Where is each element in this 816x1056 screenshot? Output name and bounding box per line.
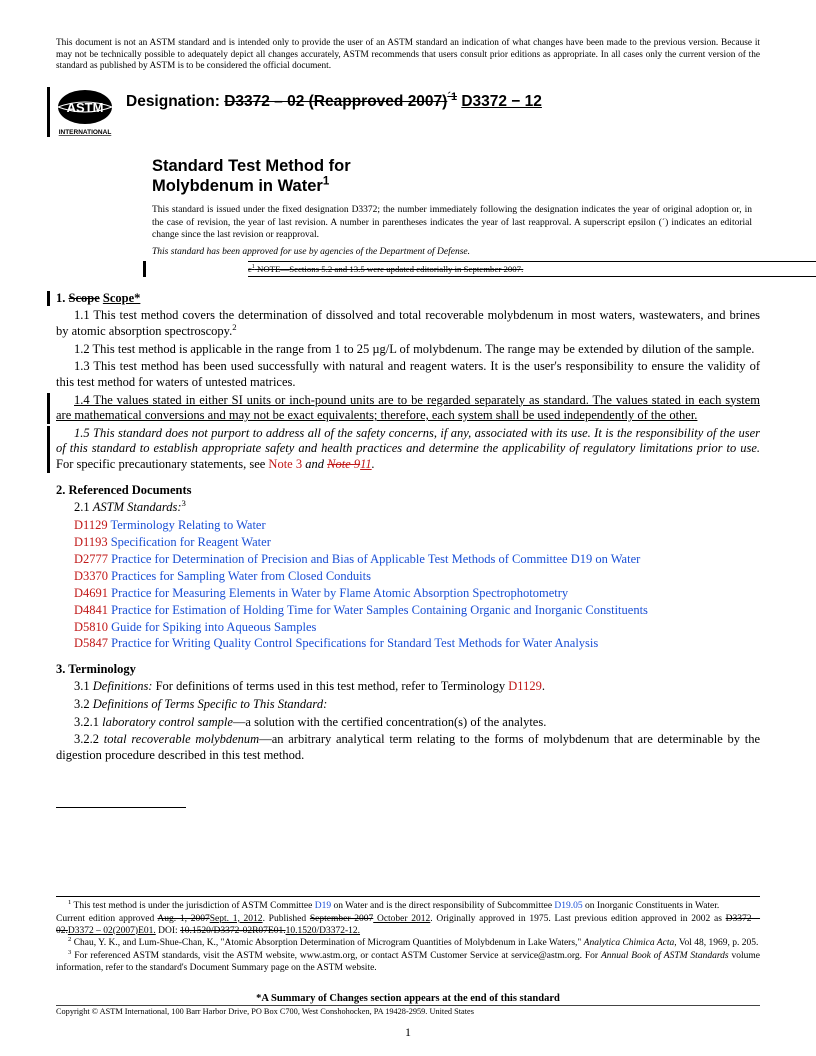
title-block: Standard Test Method for Molybdenum in W… <box>152 157 760 197</box>
ref-item: D5847 Practice for Writing Quality Contr… <box>74 635 760 652</box>
ref-title[interactable]: Practice for Writing Quality Control Spe… <box>108 636 598 650</box>
footnotes: 1 This test method is under the jurisdic… <box>56 896 760 976</box>
para-1-1: 1.1 This test method covers the determin… <box>56 308 760 339</box>
ref-code[interactable]: D4691 <box>74 586 108 600</box>
designation-label: Designation: <box>126 93 220 110</box>
scope-heading: 1. Scope Scope* <box>56 291 760 306</box>
para-1-5-wrap: 1.5 This standard does not purport to ad… <box>47 426 760 473</box>
refdocs-heading: 2. Referenced Documents <box>56 483 760 498</box>
ref-code[interactable]: D5847 <box>74 636 108 650</box>
dod-note: This standard has been approved for use … <box>152 247 760 257</box>
editorial-note-wrap: ε1 NOTE—Sections 5.2 and 13.5 were updat… <box>143 261 760 277</box>
top-disclaimer: This document is not an ASTM standard an… <box>56 38 760 73</box>
ref-item: D4691 Practice for Measuring Elements in… <box>74 585 760 602</box>
ref-code[interactable]: D3370 <box>74 569 108 583</box>
para-1-4-wrap: 1.4 The values stated in either SI units… <box>47 393 760 424</box>
d19-link[interactable]: D19 <box>315 901 331 911</box>
footnote-rule <box>56 807 186 808</box>
para-3-2: 3.2 Definitions of Terms Specific to Thi… <box>56 697 760 713</box>
footnote-2: 2 Chau, Y. K., and Lum-Shue-Chan, K., "A… <box>56 938 760 950</box>
ref-item: D3370 Practices for Sampling Water from … <box>74 568 760 585</box>
ref-title[interactable]: Specification for Reagent Water <box>108 535 271 549</box>
para-3-2-2: 3.2.2 total recoverable molybdenum—an ar… <box>56 732 760 763</box>
editorial-note: ε1 NOTE—Sections 5.2 and 13.5 were updat… <box>248 261 816 277</box>
designation-old-sup: ´1 <box>447 91 457 103</box>
ref-item: D2777 Practice for Determination of Prec… <box>74 551 760 568</box>
para-2-1: 2.1 ASTM Standards:3 <box>56 500 760 516</box>
page: This document is not an ASTM standard an… <box>0 0 816 1056</box>
reference-list: D1129 Terminology Relating to Water D119… <box>74 517 760 652</box>
para-3-1: 3.1 Definitions: For definitions of term… <box>56 679 760 695</box>
title-line2: Molybdenum in Water1 <box>152 177 760 197</box>
logo-sub-svg: INTERNATIONAL <box>59 129 112 136</box>
designation-line: Designation: D3372 – 02 (Reapproved 2007… <box>126 93 542 111</box>
ref-item: D4841 Practice for Estimation of Holding… <box>74 602 760 619</box>
page-number: 1 <box>0 1025 816 1040</box>
d1129-link[interactable]: D1129 <box>508 679 542 693</box>
designation-new: D3372 − 12 <box>461 93 542 110</box>
ref-item: D5810 Guide for Spiking into Aqueous Sam… <box>74 619 760 636</box>
d19-05-link[interactable]: D19.05 <box>554 901 582 911</box>
issue-note: This standard is issued under the fixed … <box>152 204 760 241</box>
footnote-1: 1 This test method is under the jurisdic… <box>56 901 760 913</box>
designation-block: ASTM INTERNATIONAL Designation: D3372 – … <box>47 87 760 137</box>
footnote-1-cont: Current edition approved Aug. 1, 2007Sep… <box>56 914 760 938</box>
ref-title[interactable]: Terminology Relating to Water <box>108 518 266 532</box>
ref-item: D1193 Specification for Reagent Water <box>74 534 760 551</box>
copyright-line: Copyright © ASTM International, 100 Barr… <box>56 1005 760 1016</box>
para-1-4: 1.4 The values stated in either SI units… <box>56 393 760 424</box>
para-1-3: 1.3 This test method has been used succe… <box>56 359 760 390</box>
ref-code[interactable]: D2777 <box>74 552 108 566</box>
summary-of-changes-note: *A Summary of Changes section appears at… <box>0 993 816 1004</box>
ref-code[interactable]: D1129 <box>74 518 108 532</box>
footnote-3: 3 For referenced ASTM standards, visit t… <box>56 951 760 975</box>
ref-item: D1129 Terminology Relating to Water <box>74 517 760 534</box>
ref-code[interactable]: D1193 <box>74 535 108 549</box>
title-line1: Standard Test Method for <box>152 157 760 177</box>
para-3-2-1: 3.2.1 laboratory control sample—a soluti… <box>56 715 760 731</box>
ref-title[interactable]: Practice for Measuring Elements in Water… <box>108 586 568 600</box>
ref-code[interactable]: D5810 <box>74 620 108 634</box>
scope-heading-wrap: 1. Scope Scope* <box>47 291 760 306</box>
para-1-2: 1.2 This test method is applicable in th… <box>56 342 760 358</box>
astm-logo: ASTM INTERNATIONAL <box>56 87 114 137</box>
ref-title[interactable]: Guide for Spiking into Aqueous Samples <box>108 620 316 634</box>
terminology-heading: 3. Terminology <box>56 662 760 677</box>
para-1-5: 1.5 This standard does not purport to ad… <box>56 426 760 473</box>
ref-title[interactable]: Practices for Sampling Water from Closed… <box>108 569 371 583</box>
ref-code[interactable]: D4841 <box>74 603 108 617</box>
ref-title[interactable]: Practice for Determination of Precision … <box>108 552 640 566</box>
designation-old: D3372 – 02 (Reapproved 2007) <box>224 93 447 110</box>
note-9-11-link[interactable]: Note 911 <box>327 457 372 471</box>
note-3-link[interactable]: Note 3 <box>268 457 302 471</box>
logo-text-svg: ASTM <box>67 100 104 115</box>
ref-title[interactable]: Practice for Estimation of Holding Time … <box>108 603 648 617</box>
